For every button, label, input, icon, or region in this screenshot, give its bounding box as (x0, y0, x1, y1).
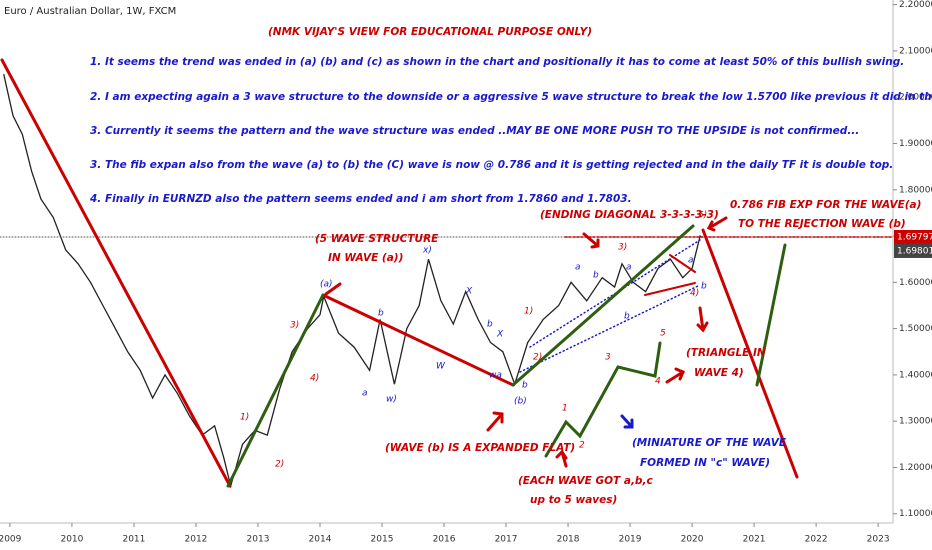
arrows (620, 414, 634, 429)
y-tick-label: 2.20000 (899, 0, 932, 10)
y-tick-label: 1.90000 (899, 139, 932, 149)
wave-label: 1 (562, 404, 568, 414)
wave-label: a (626, 263, 632, 273)
price-label-box (894, 243, 932, 258)
wave-label: 2) (275, 460, 284, 470)
wave-label: 4) (690, 289, 699, 299)
x-tick-label: 2022 (805, 535, 828, 545)
annotation: 2. I am expecting again a 3 wave structu… (90, 91, 932, 103)
annotation: (5 WAVE STRUCTURE (315, 233, 439, 245)
wave-label: 5 (660, 329, 666, 339)
y-tick-label: 1.40000 (899, 370, 932, 380)
x-tick-label: 2021 (743, 535, 766, 545)
wave-label: 1) (524, 307, 533, 317)
wave-label: 3) (618, 243, 627, 253)
wave-label: b (378, 309, 384, 319)
wave-label: X (496, 330, 504, 340)
y-tick-label: 1.50000 (899, 324, 932, 334)
annotation: (ENDING DIAGONAL 3-3-3-3-3) (540, 209, 719, 221)
wave-label: 3 (605, 353, 611, 363)
annotation: 1. It seems the trend was ended in (a) (… (90, 56, 904, 68)
y-tick-label: 1.80000 (899, 185, 932, 195)
x-tick-label: 2020 (681, 535, 704, 545)
annotation: TO THE REJECTION WAVE (b) (738, 218, 906, 230)
wave-label: b (624, 312, 630, 322)
wave-label: w) (386, 395, 397, 405)
wave-label: (b) (514, 397, 527, 407)
y-tick-label: 1.20000 (899, 463, 932, 473)
annotation: (WAVE (b) IS A EXPANDED FLAT) (385, 442, 575, 454)
x-tick-label: 2011 (122, 535, 145, 545)
channel-line (519, 284, 701, 373)
wave-label: b (593, 271, 599, 281)
x-tick-label: 2012 (185, 535, 208, 545)
x-tick-label: 2023 (867, 535, 890, 545)
wave-label: b (701, 282, 707, 292)
wave-label: b (487, 320, 493, 330)
y-tick-label: 2.00000 (899, 93, 932, 103)
wave-label: 3) (290, 321, 299, 331)
wave-label: a (688, 256, 694, 266)
wave-label: 5) (698, 211, 707, 221)
annotation: 3. Currently it seems the pattern and th… (90, 125, 859, 137)
wave-label: 2 (579, 441, 585, 451)
trend-line (701, 228, 799, 479)
x-tick-label: 2014 (309, 535, 332, 545)
y-tick-label: 1.60000 (899, 278, 932, 288)
annotation: up to 5 waves) (530, 494, 617, 506)
wave-label: x) (422, 246, 432, 256)
x-tick-label: 2009 (0, 535, 22, 545)
wave-label: a (362, 389, 368, 399)
x-tick-label: 2010 (60, 535, 83, 545)
trend-line (0, 58, 232, 488)
annotation: 0.786 FIB EXP FOR THE WAVE(a) (730, 199, 921, 211)
price-line-series (3, 73, 702, 489)
annotation: (EACH WAVE GOT a,b,c (518, 475, 653, 487)
x-tick-label: 2019 (619, 535, 642, 545)
y-tick-label: 2.10000 (899, 46, 932, 56)
x-tick-label: 2013 (247, 535, 270, 545)
wave-label: b (522, 381, 528, 391)
trend-line (755, 243, 787, 387)
annotation: FORMED IN "c" WAVE) (640, 457, 770, 469)
price-label: 1.69801 (897, 246, 932, 256)
annotation: (NMK VIJAY'S VIEW FOR EDUCATIONAL PURPOS… (268, 26, 592, 38)
wave-label: W (436, 362, 446, 372)
trend-line (321, 293, 515, 387)
wave-label: X (465, 287, 473, 297)
annotation: WAVE 4) (694, 367, 744, 379)
wave-label: 4 (655, 377, 661, 387)
annotation: 4. Finally in EURNZD also the pattern se… (89, 193, 632, 205)
x-tick-label: 2018 (557, 535, 580, 545)
x-tick-label: 2015 (371, 535, 394, 545)
annotation: (MINIATURE OF THE WAVE (632, 437, 787, 449)
wave-label: wa (489, 371, 502, 381)
wave-label: 2) (533, 353, 542, 363)
trend-line (226, 293, 325, 488)
chart-title: Euro / Australian Dollar, 1W, FXCM (4, 6, 176, 17)
x-tick-label: 2017 (495, 535, 518, 545)
trend-line (669, 254, 696, 273)
price-label-box (894, 229, 932, 244)
wave-label: (a) (320, 280, 333, 290)
arrows (324, 216, 728, 468)
trend-line (644, 282, 696, 296)
x-tick-label: 2016 (433, 535, 456, 545)
price-label: 1.69797 (897, 232, 932, 242)
y-tick-label: 1.30000 (899, 417, 932, 427)
trend-line (511, 224, 695, 387)
wave-label: 4) (310, 374, 319, 384)
annotation: IN WAVE (a)) (328, 252, 403, 264)
wave-label: a (575, 263, 581, 273)
y-tick-label: 1.10000 (899, 509, 932, 519)
miniature-wave (544, 341, 662, 458)
annotation: 3. The fib expan also from the wave (a) … (90, 159, 893, 171)
annotation: (TRIANGLE IN (686, 347, 766, 359)
wave-label: 1) (240, 413, 249, 423)
drawings (0, 58, 894, 488)
